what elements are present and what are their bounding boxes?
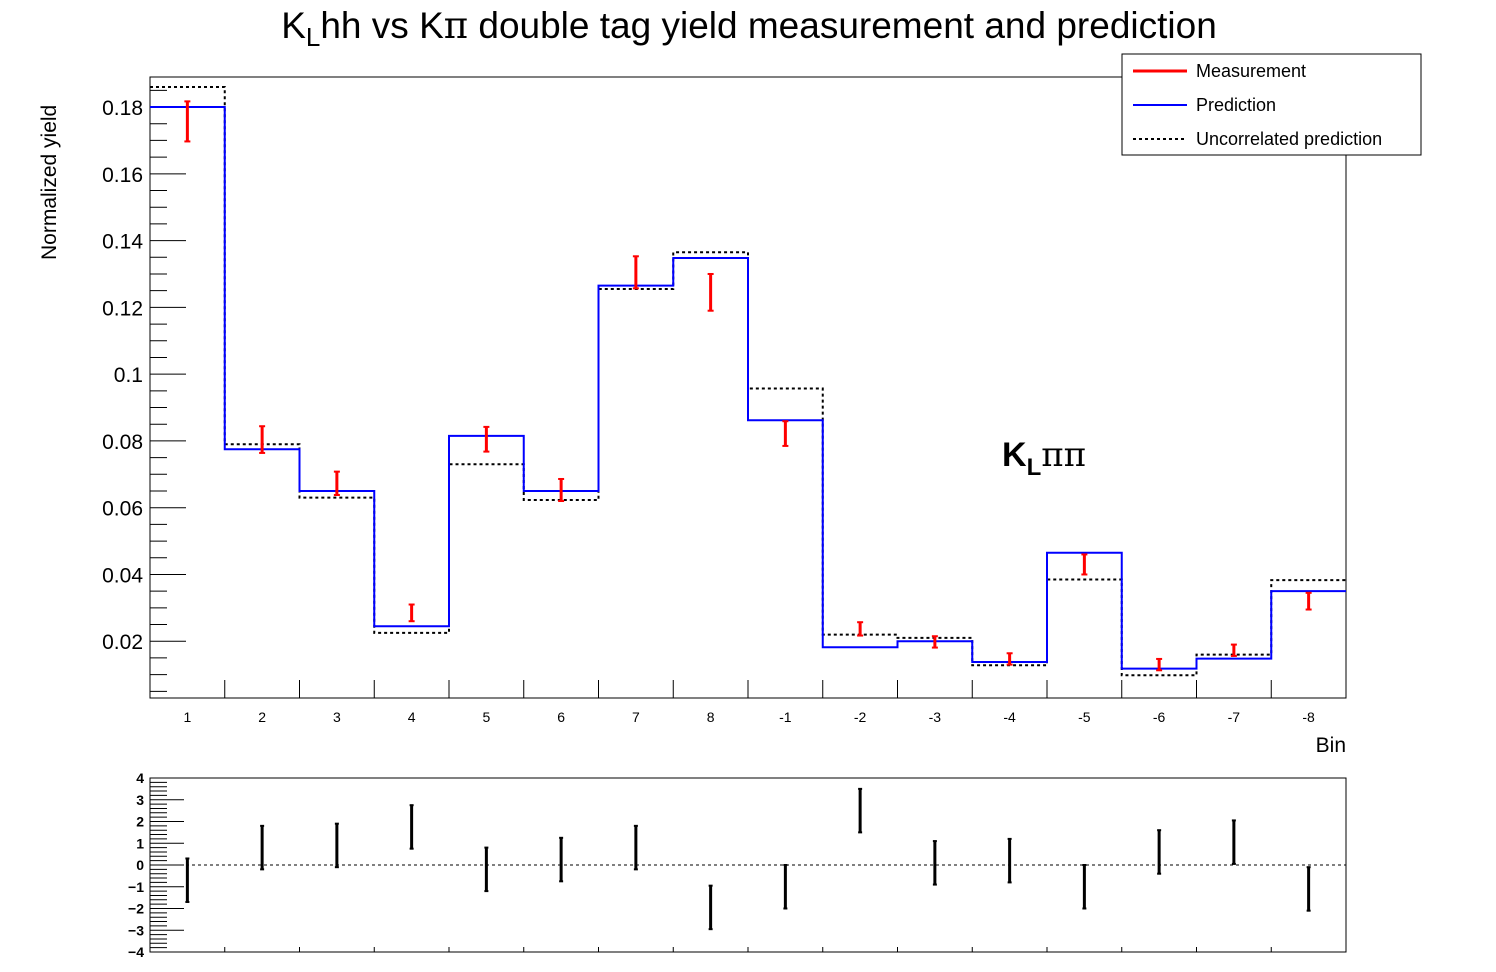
annotation-label: KLππ (1002, 435, 1086, 481)
y-tick-label: 0.02 (102, 631, 143, 654)
x-tick-label: 8 (707, 709, 715, 725)
chart-title: KLhh vs Kπ double tag yield measurement … (281, 4, 1217, 52)
ratio-y-tick-label: −1 (128, 879, 144, 895)
x-tick-label: 3 (333, 709, 341, 725)
main-plot-area (150, 86, 1346, 677)
y-tick-label: 0.16 (102, 164, 143, 187)
x-tick-label: 7 (632, 709, 640, 725)
y-tick-label: 0.12 (102, 297, 143, 320)
y-tick-label: 0.14 (102, 231, 143, 254)
ratio-y-tick-label: −3 (128, 922, 144, 938)
x-tick-label: -7 (1228, 709, 1241, 725)
y-tick-label: 0.06 (102, 498, 143, 521)
x-tick-label: -8 (1302, 709, 1315, 725)
ratio-axis-ticks: −4 −3 −2 −1 0 1 2 3 4 (128, 770, 1272, 960)
y-tick-label: 0.18 (102, 97, 143, 120)
x-tick-label: 1 (183, 709, 191, 725)
ratio-y-tick-label: 3 (136, 792, 144, 808)
legend-label-uncorrelated: Uncorrelated prediction (1196, 129, 1382, 149)
x-tick-label: 4 (408, 709, 416, 725)
ratio-plot-area (150, 787, 1346, 931)
y-tick-label: 0.04 (102, 564, 143, 587)
y-axis-label: Normalized yield (38, 105, 61, 260)
x-tick-label: 5 (482, 709, 490, 725)
prediction-step (150, 106, 1346, 670)
x-tick-label: -5 (1078, 709, 1091, 725)
y-tick-label: 0.1 (114, 364, 143, 387)
x-tick-label: -6 (1153, 709, 1166, 725)
x-tick-label: -2 (854, 709, 867, 725)
ratio-y-tick-label: −4 (128, 944, 144, 960)
x-tick-label: -3 (929, 709, 942, 725)
ratio-y-tick-label: 0 (136, 857, 144, 873)
legend-label-measurement: Measurement (1196, 61, 1306, 81)
legend: Measurement Prediction Uncorrelated pred… (1121, 53, 1422, 156)
ratio-y-tick-label: 2 (136, 814, 144, 830)
legend-label-prediction: Prediction (1196, 95, 1276, 115)
main-axis-ticks: 0.02 0.04 0.06 0.08 0.1 0.12 0.14 0.16 0.18 1 2 3 4 5… (102, 89, 1315, 725)
ratio-y-tick-label: −2 (128, 901, 144, 917)
x-axis-label: Bin (1316, 734, 1346, 757)
x-tick-label: 2 (258, 709, 266, 725)
x-tick-label: -4 (1003, 709, 1016, 725)
x-tick-label: 6 (557, 709, 565, 725)
x-tick-label: -1 (779, 709, 792, 725)
y-tick-label: 0.08 (102, 431, 143, 454)
ratio-y-tick-label: 4 (136, 770, 144, 786)
ratio-y-tick-label: 1 (136, 835, 144, 851)
